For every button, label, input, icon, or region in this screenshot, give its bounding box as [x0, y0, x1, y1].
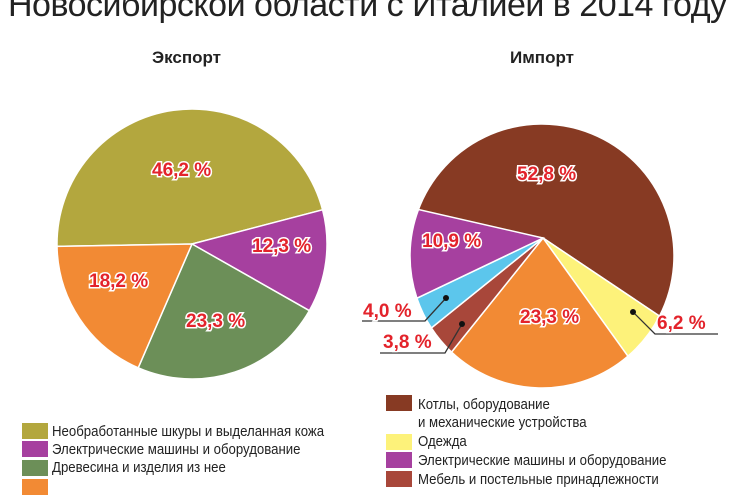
leader-3-8 — [380, 323, 463, 354]
import-label-1: 6,2 % — [657, 313, 706, 334]
export-label-0: 46,2 % — [152, 160, 211, 181]
export-slice-2 — [137, 242, 311, 380]
legend-item: Котлы, оборудование — [418, 396, 550, 413]
legend-item: и механические устройства — [418, 414, 587, 431]
import-label-4: 4,0 % — [363, 301, 412, 322]
import-label-5: 10,9 % — [422, 231, 481, 252]
legend-item: Электрические машины и оборудование — [418, 452, 667, 469]
import-label-0: 52,8 % — [517, 164, 576, 185]
leader-4-0 — [362, 297, 447, 322]
legend-item: Мебель и постельные принадлежности — [418, 471, 659, 488]
export-pie — [56, 108, 328, 380]
export-slice-3 — [56, 243, 194, 369]
legend-swatch — [22, 441, 48, 457]
import-slice-0 — [414, 123, 675, 318]
leader-dot — [459, 321, 465, 327]
leader-6-2 — [632, 311, 718, 335]
leader-lines — [362, 297, 718, 354]
import-title: Импорт — [510, 48, 574, 67]
legend-item: Одежда — [418, 433, 467, 450]
legend-swatch — [386, 452, 412, 468]
legend-swatch — [386, 434, 412, 450]
export-label-2: 23,3 % — [186, 311, 245, 332]
import-slice-5 — [409, 208, 546, 300]
export-title: Экспорт — [152, 48, 221, 67]
legend-item: Необработанные шкуры и выделанная кожа — [52, 423, 325, 440]
export-slice-1 — [190, 208, 328, 312]
export-label-1: 12,3 % — [252, 236, 311, 257]
chart-title: Новосибирской области с Италией в 2014 г… — [8, 0, 727, 24]
legend-swatch — [386, 395, 412, 411]
import-pie — [409, 123, 675, 389]
legend-item: Электрические машины и оборудование — [52, 441, 301, 458]
legend-swatch — [22, 479, 48, 495]
legend-swatch — [22, 460, 48, 476]
import-label-3: 3,8 % — [383, 332, 432, 353]
legend-swatch — [386, 471, 412, 487]
import-slice-2 — [450, 236, 629, 389]
legend-item: Древесина и изделия из нее — [52, 459, 226, 476]
export-label-3: 18,2 % — [89, 271, 148, 292]
import-label-2: 23,3 % — [520, 307, 579, 328]
leader-dot — [443, 295, 449, 301]
leader-dot — [630, 309, 636, 315]
export-slice-0 — [56, 108, 324, 248]
legend-swatch — [22, 423, 48, 439]
